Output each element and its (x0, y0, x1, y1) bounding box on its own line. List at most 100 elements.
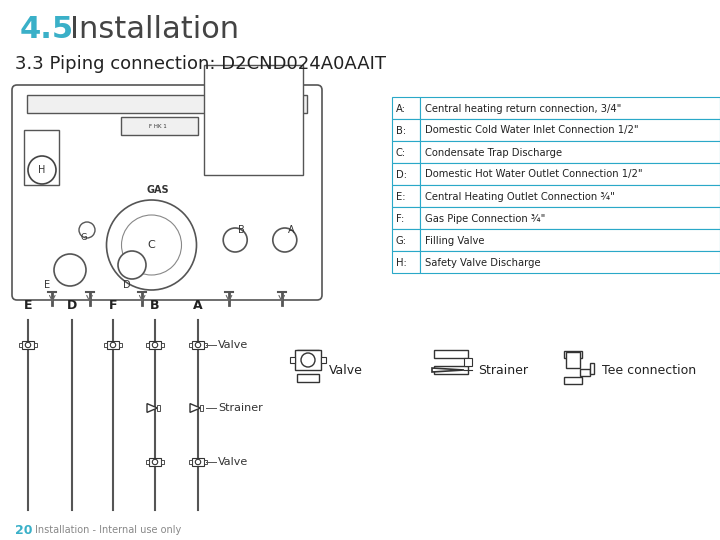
Bar (392, 185, 420, 207)
Text: C: C (148, 240, 156, 250)
Bar (22, 341, 34, 349)
Text: G: G (81, 233, 87, 241)
Text: Condensate Trap Discharge: Condensate Trap Discharge (425, 147, 562, 158)
Circle shape (25, 342, 31, 348)
Bar (204, 343, 207, 347)
Bar (200, 405, 204, 411)
Text: H:: H: (396, 258, 407, 267)
Circle shape (153, 342, 158, 348)
Circle shape (79, 222, 95, 238)
Bar (189, 460, 192, 464)
Bar (392, 97, 420, 119)
Bar (24, 130, 59, 185)
Bar (420, 163, 720, 185)
Text: Safety Valve Discharge: Safety Valve Discharge (425, 258, 541, 267)
Text: Valve: Valve (329, 363, 363, 376)
FancyBboxPatch shape (12, 85, 322, 300)
Bar (564, 351, 582, 358)
Text: Gas Pipe Connection ¾": Gas Pipe Connection ¾" (425, 213, 545, 224)
Bar (420, 119, 720, 141)
Circle shape (118, 251, 146, 279)
Circle shape (28, 156, 56, 184)
Bar (566, 352, 580, 368)
Bar (189, 343, 192, 347)
Circle shape (122, 215, 181, 275)
Text: 3.3 Piping connection: D2CND024A0AAIT: 3.3 Piping connection: D2CND024A0AAIT (15, 55, 386, 73)
Bar (392, 141, 420, 163)
Bar (321, 357, 326, 363)
Circle shape (273, 228, 297, 252)
Bar (420, 185, 720, 207)
Text: Strainer: Strainer (218, 403, 263, 413)
Text: E: E (44, 280, 50, 290)
Bar (27, 95, 307, 113)
Text: Domestic Hot Water Outlet Connection 1/2": Domestic Hot Water Outlet Connection 1/2… (425, 170, 643, 179)
Text: 20: 20 (15, 523, 32, 537)
Bar (420, 97, 720, 119)
Text: H: H (38, 165, 45, 175)
Polygon shape (147, 403, 158, 413)
Circle shape (301, 353, 315, 367)
Text: Domestic Cold Water Inlet Connection 1/2": Domestic Cold Water Inlet Connection 1/2… (425, 125, 639, 136)
Bar (420, 141, 720, 163)
Bar (204, 460, 207, 464)
Text: B: B (150, 299, 160, 312)
Bar (146, 343, 149, 347)
Circle shape (223, 228, 247, 252)
Bar (290, 357, 295, 363)
Text: E:: E: (396, 192, 405, 201)
Text: Strainer: Strainer (478, 363, 528, 376)
Bar (149, 341, 161, 349)
Bar (420, 229, 720, 251)
Text: Installation: Installation (70, 15, 239, 44)
Bar (204, 65, 303, 175)
Bar (295, 350, 321, 370)
Bar (392, 251, 420, 273)
Bar (564, 377, 582, 384)
Polygon shape (432, 368, 464, 372)
Circle shape (195, 342, 201, 348)
Bar (297, 374, 319, 382)
Bar (420, 207, 720, 229)
Circle shape (110, 342, 116, 348)
Bar (297, 350, 319, 358)
Bar (161, 460, 164, 464)
Bar (104, 343, 107, 347)
Bar (434, 350, 468, 358)
Text: A: A (288, 225, 294, 235)
Text: F HK 1: F HK 1 (149, 124, 166, 129)
Bar (120, 117, 198, 135)
Bar (192, 458, 204, 466)
Text: F:: F: (396, 213, 404, 224)
Circle shape (153, 460, 158, 465)
Circle shape (54, 254, 86, 286)
Bar (420, 251, 720, 273)
Text: D:: D: (396, 170, 407, 179)
Text: 4.5: 4.5 (20, 15, 74, 44)
Bar (192, 341, 204, 349)
Text: Valve: Valve (218, 457, 248, 467)
Bar (392, 229, 420, 251)
Bar (19, 343, 22, 347)
Bar (34, 343, 37, 347)
Text: B:: B: (396, 125, 406, 136)
Bar (158, 405, 161, 411)
Text: Installation - Internal use only: Installation - Internal use only (35, 525, 181, 535)
Text: C:: C: (396, 147, 406, 158)
Bar (119, 343, 122, 347)
Text: F: F (109, 299, 117, 312)
Bar (434, 366, 468, 374)
Bar (392, 119, 420, 141)
Bar (590, 363, 594, 374)
Text: Central heating return connection, 3/4": Central heating return connection, 3/4" (425, 104, 621, 113)
Text: A:: A: (396, 104, 406, 113)
Text: GAS: GAS (146, 185, 169, 195)
Text: Filling Valve: Filling Valve (425, 235, 485, 246)
Bar (464, 358, 472, 366)
Polygon shape (190, 403, 200, 413)
Text: G:: G: (396, 235, 407, 246)
Bar (161, 343, 164, 347)
Bar (580, 369, 590, 376)
Text: Tee connection: Tee connection (602, 364, 696, 377)
Text: Valve: Valve (218, 340, 248, 350)
